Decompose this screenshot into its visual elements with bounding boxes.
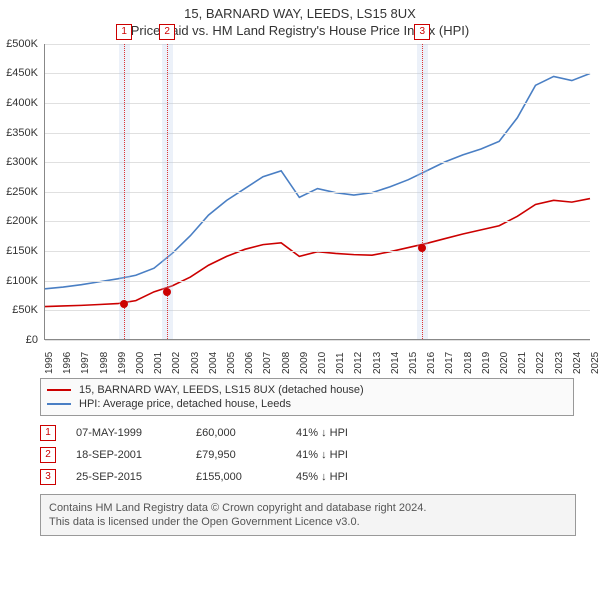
y-tick-label: £500K	[0, 38, 38, 50]
chart-title-main: 15, BARNARD WAY, LEEDS, LS15 8UX	[0, 6, 600, 23]
sale-dot	[163, 288, 171, 296]
event-row: 1 07-MAY-1999 £60,000 41% ↓ HPI	[40, 422, 570, 444]
event-delta: 41% ↓ HPI	[296, 427, 386, 439]
sale-dot	[418, 244, 426, 252]
gridline-h	[45, 340, 590, 341]
chart-title-sub: Price paid vs. HM Land Registry's House …	[0, 23, 600, 40]
y-tick-label: £450K	[0, 67, 38, 79]
event-dashline	[422, 44, 423, 339]
event-date: 25-SEP-2015	[76, 471, 176, 483]
y-tick-label: £250K	[0, 186, 38, 198]
legend-label: 15, BARNARD WAY, LEEDS, LS15 8UX (detach…	[79, 384, 364, 396]
event-delta: 41% ↓ HPI	[296, 449, 386, 461]
event-marker-box: 2	[159, 24, 175, 40]
event-marker-box: 1	[116, 24, 132, 40]
x-tick-label: 2025	[590, 352, 600, 374]
event-marker-box: 3	[414, 24, 430, 40]
y-tick-label: £150K	[0, 245, 38, 257]
y-tick-label: £0	[0, 334, 38, 346]
chart-title-block: 15, BARNARD WAY, LEEDS, LS15 8UX Price p…	[0, 0, 600, 40]
event-delta: 45% ↓ HPI	[296, 471, 386, 483]
y-tick-label: £100K	[0, 275, 38, 287]
legend-box: 15, BARNARD WAY, LEEDS, LS15 8UX (detach…	[40, 378, 574, 416]
y-tick-label: £350K	[0, 127, 38, 139]
event-price: £155,000	[196, 471, 276, 483]
plot-region: 123	[44, 44, 590, 340]
event-dashline	[124, 44, 125, 339]
event-num-box: 1	[40, 425, 56, 441]
y-tick-label: £400K	[0, 97, 38, 109]
legend-label: HPI: Average price, detached house, Leed…	[79, 398, 291, 410]
y-tick-label: £50K	[0, 304, 38, 316]
event-price: £60,000	[196, 427, 276, 439]
events-table: 1 07-MAY-1999 £60,000 41% ↓ HPI 2 18-SEP-2001…	[40, 422, 570, 488]
event-num-box: 3	[40, 469, 56, 485]
event-price: £79,950	[196, 449, 276, 461]
chart-area: £0£50K£100K£150K£200K£250K£300K£350K£400…	[30, 44, 590, 374]
event-date: 18-SEP-2001	[76, 449, 176, 461]
event-row: 3 25-SEP-2015 £155,000 45% ↓ HPI	[40, 466, 570, 488]
sale-dot	[120, 300, 128, 308]
legend-swatch	[47, 403, 71, 405]
legend-swatch	[47, 389, 71, 391]
event-num-box: 2	[40, 447, 56, 463]
legend-row: 15, BARNARD WAY, LEEDS, LS15 8UX (detach…	[47, 383, 567, 397]
footnote-box: Contains HM Land Registry data © Crown c…	[40, 494, 576, 537]
event-date: 07-MAY-1999	[76, 427, 176, 439]
y-tick-label: £200K	[0, 215, 38, 227]
event-row: 2 18-SEP-2001 £79,950 41% ↓ HPI	[40, 444, 570, 466]
footnote-line: This data is licensed under the Open Gov…	[49, 515, 567, 529]
legend-row: HPI: Average price, detached house, Leed…	[47, 397, 567, 411]
y-tick-label: £300K	[0, 156, 38, 168]
footnote-line: Contains HM Land Registry data © Crown c…	[49, 501, 567, 515]
